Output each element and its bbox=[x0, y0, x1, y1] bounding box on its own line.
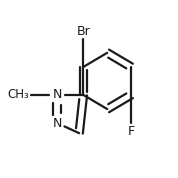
Text: CH₃: CH₃ bbox=[7, 88, 29, 101]
Text: F: F bbox=[127, 125, 135, 138]
Text: N: N bbox=[52, 117, 62, 130]
Text: Br: Br bbox=[77, 25, 90, 38]
Text: N: N bbox=[52, 88, 62, 101]
